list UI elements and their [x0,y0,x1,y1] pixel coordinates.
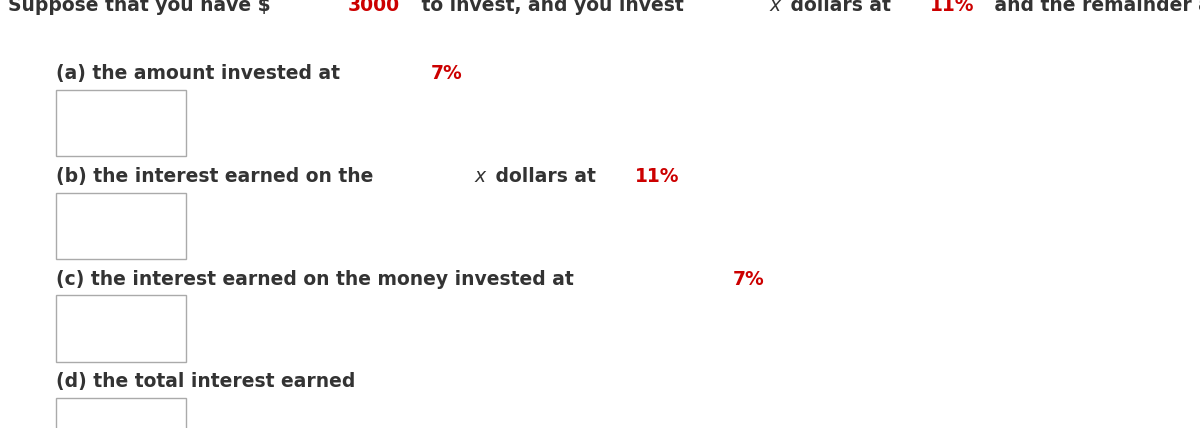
Text: to invest, and you invest: to invest, and you invest [414,0,690,15]
Bar [56,295,186,362]
Text: x: x [474,167,486,186]
Text: (a) the amount invested at: (a) the amount invested at [56,64,347,83]
Text: 7%: 7% [733,270,764,288]
Text: 11%: 11% [635,167,679,186]
Text: (b) the interest earned on the: (b) the interest earned on the [56,167,380,186]
Text: 7%: 7% [431,64,463,83]
Text: (d) the total interest earned: (d) the total interest earned [56,372,355,391]
Text: 3000: 3000 [347,0,400,15]
Bar [56,193,186,259]
Text: x: x [769,0,781,15]
Text: dollars at: dollars at [784,0,898,15]
Text: (c) the interest earned on the money invested at: (c) the interest earned on the money inv… [56,270,581,288]
Bar [56,90,186,156]
Text: and the remainder at: and the remainder at [988,0,1200,15]
Text: 11%: 11% [930,0,974,15]
Bar [56,398,186,428]
Text: dollars at: dollars at [488,167,602,186]
Text: Suppose that you have $: Suppose that you have $ [8,0,271,15]
